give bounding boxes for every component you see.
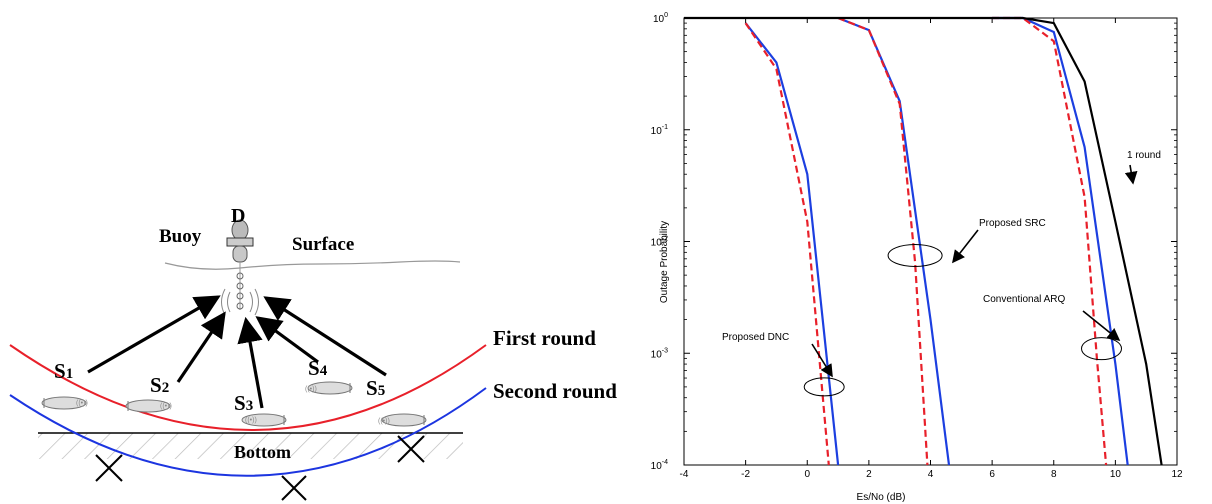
series-line-one_round-solid — [684, 16, 1163, 466]
y-tick-label: 10-2 — [651, 236, 668, 249]
bottom-label: Bottom — [234, 442, 291, 462]
series-line-proposed_dnc-dashed — [744, 22, 830, 466]
destination-label: D — [231, 205, 245, 227]
auv-s2-icon: ((•)) — [125, 399, 172, 413]
curve-group-ellipse — [803, 377, 845, 397]
arrow-s5 — [263, 296, 387, 377]
first-round-arc — [9, 344, 487, 431]
failure-x-marks — [95, 435, 425, 501]
curve-group-ellipse — [1081, 337, 1123, 361]
x-tick-label: -4 — [680, 469, 689, 480]
second-round-label: Second round — [493, 379, 617, 403]
sea-surface-line — [164, 260, 461, 270]
first-round-label: First round — [493, 326, 596, 350]
svg-text:((•)): ((•)) — [245, 417, 257, 424]
surface-label: Surface — [292, 234, 354, 255]
svg-text:((•)): ((•)) — [305, 386, 317, 393]
y-tick-label: 100 — [653, 12, 668, 25]
y-axis-label: Outage Probability — [659, 221, 670, 303]
plot-frame — [683, 17, 1178, 466]
source-label-s2: S2 — [150, 373, 169, 397]
x-tick-label: 4 — [928, 469, 934, 480]
series-line-conventional_arq-dashed — [992, 16, 1108, 466]
x-tick-label: 10 — [1110, 469, 1122, 480]
svg-text:((•)): ((•)) — [76, 400, 88, 407]
annotation-label: Proposed DNC — [722, 332, 789, 343]
auv-s4-icon: ((•)) — [305, 381, 353, 395]
arrow-s1 — [87, 295, 221, 374]
annotation-arrow — [1082, 310, 1121, 342]
series-line-proposed_dnc-solid — [744, 22, 840, 466]
second-round-arc — [9, 387, 487, 477]
y-tick-label: 10-4 — [651, 459, 668, 472]
buoy-label: Buoy — [159, 226, 202, 247]
source-label-s4: S4 — [308, 356, 328, 380]
curve-group-ellipse — [887, 243, 943, 267]
annotation-label: Proposed SRC — [979, 218, 1046, 229]
x-tick-label: 6 — [989, 469, 995, 480]
source-label-s5: S5 — [366, 376, 385, 400]
auv-s1-icon: ((•)) — [41, 396, 88, 410]
series-line-proposed_src-dashed — [837, 16, 929, 466]
y-tick-label: 10-3 — [651, 347, 668, 360]
seabed-hatch — [38, 433, 463, 459]
source-label-s1: S1 — [54, 359, 73, 383]
network-diagram: D Buoy Surface Bottom First round Second… — [9, 205, 617, 501]
x-tick-label: 12 — [1171, 469, 1183, 480]
series-line-proposed_src-solid — [837, 16, 951, 466]
auv-s3-icon: ((•)) — [241, 413, 287, 427]
x-tick-label: -2 — [741, 469, 750, 480]
x-axis-label: Es/No (dB) — [857, 492, 906, 503]
source-label-s3: S3 — [234, 391, 253, 415]
x-tick-label: 0 — [804, 469, 810, 480]
annotation-arrow — [811, 343, 833, 378]
annotation-arrow — [1124, 164, 1138, 185]
arrow-s4 — [255, 316, 319, 364]
annotation-label: Conventional ARQ — [983, 294, 1065, 305]
svg-text:((•)): ((•)) — [378, 418, 390, 425]
buoy-icon — [226, 219, 254, 310]
series-line-conventional_arq-solid — [992, 16, 1129, 466]
auv-s5-icon: ((•)) — [378, 413, 427, 427]
y-tick-label: 10-1 — [651, 124, 668, 137]
x-tick-label: 2 — [866, 469, 872, 480]
arrow-s3 — [237, 316, 264, 409]
annotation-label: 1 round — [1127, 150, 1161, 161]
x-tick-label: 8 — [1051, 469, 1057, 480]
arrow-s2 — [176, 311, 226, 383]
transmission-arrows — [87, 295, 387, 409]
svg-text:((•)): ((•)) — [160, 403, 172, 410]
annotation-arrow — [952, 229, 979, 264]
